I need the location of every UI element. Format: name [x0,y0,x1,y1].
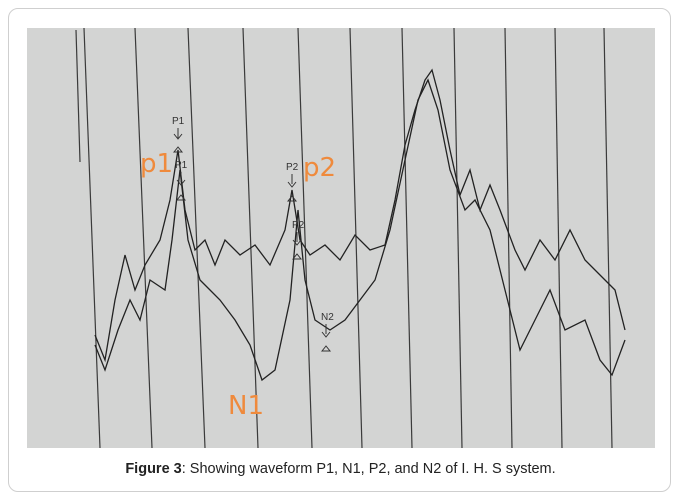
marker-label: P1 [172,116,185,127]
marker-label: P1 [175,160,188,171]
figure-image: p1 p2 N1 P1 P1 P2 P2 N2 [0,0,681,502]
handwritten-label: N1 [228,391,264,421]
figure-label: Figure 3 [125,461,181,477]
marker-label: P2 [286,162,299,173]
marker-label: N2 [321,312,334,323]
marker-label: P2 [292,220,305,231]
page: p1 p2 N1 P1 P1 P2 P2 N2 Figure 3: Showin… [0,0,681,502]
figure-caption: Figure 3: Showing waveform P1, N1, P2, a… [0,461,681,477]
caption-text: : Showing waveform P1, N1, P2, and N2 of… [182,461,556,477]
handwritten-label: p2 [303,153,336,183]
handwritten-label: p1 [140,149,173,179]
